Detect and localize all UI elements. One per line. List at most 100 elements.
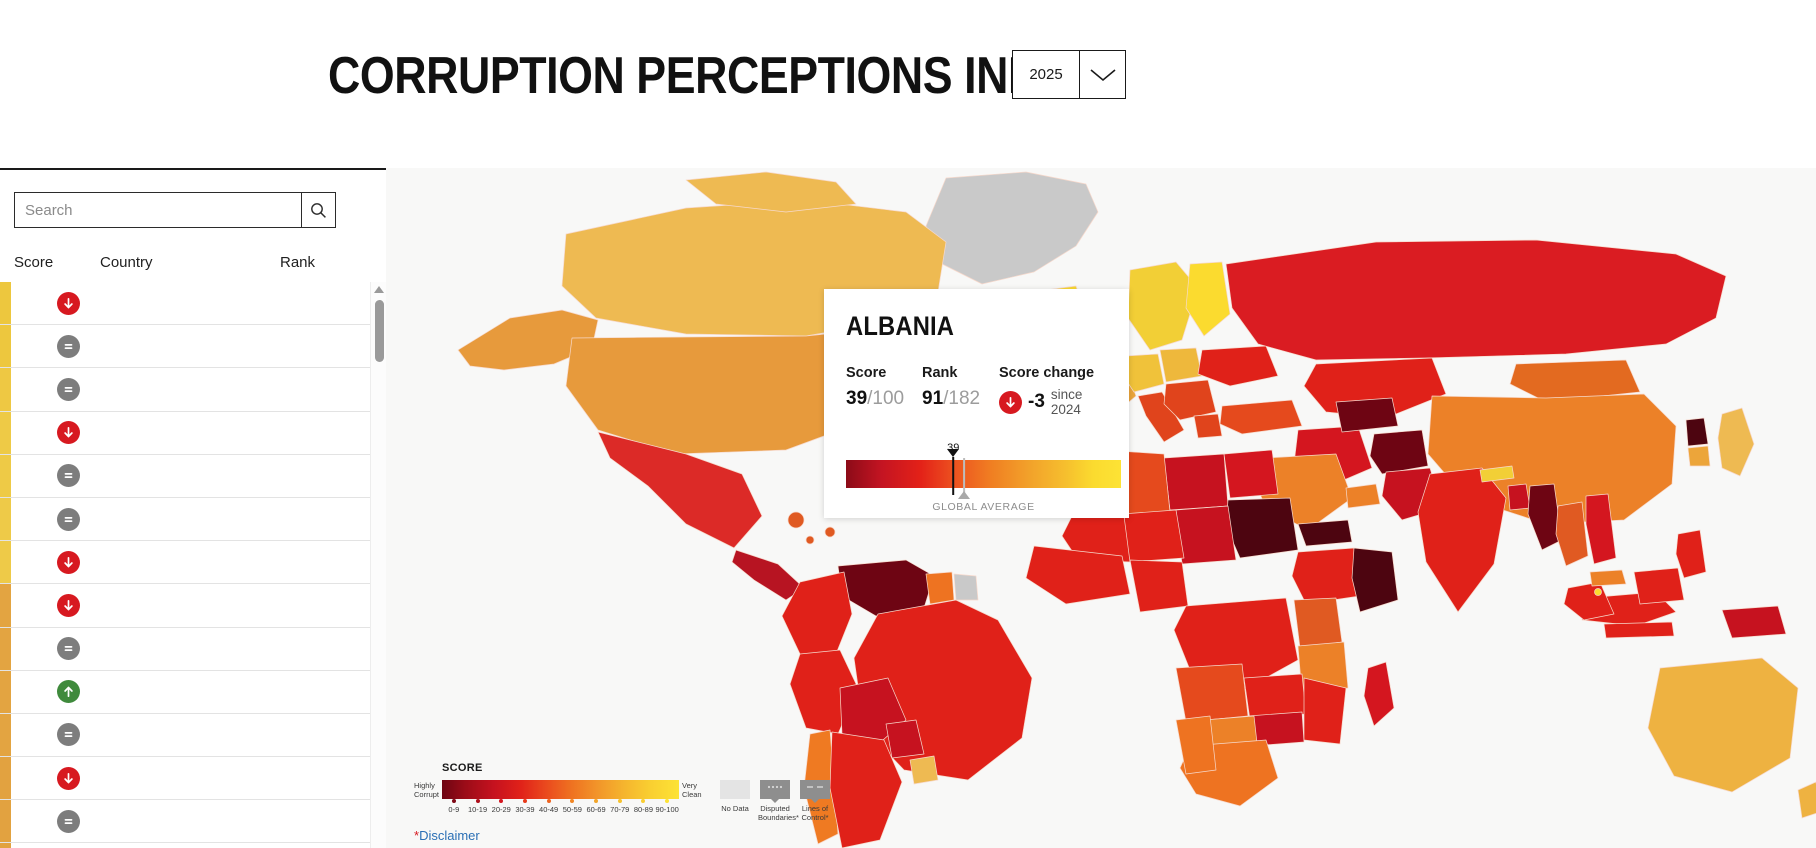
country-ukraine xyxy=(1197,345,1279,387)
search-box[interactable] xyxy=(14,192,336,228)
table-row[interactable] xyxy=(0,368,370,412)
country-thailand xyxy=(1555,501,1589,567)
country-angola xyxy=(1175,663,1249,723)
score-color-bar xyxy=(0,713,11,757)
tooltip-rank-value: 91/182 xyxy=(922,388,999,410)
ranking-table-body[interactable] xyxy=(0,282,386,848)
cell-score xyxy=(0,550,100,574)
tooltip-country-name: ALBANIA xyxy=(846,311,955,341)
country-mozambique xyxy=(1303,677,1347,745)
table-row[interactable] xyxy=(0,713,370,758)
cell-score xyxy=(0,291,100,315)
score-color-bar xyxy=(0,800,11,843)
country-yemen xyxy=(1297,519,1353,547)
legend-swatch-no-data xyxy=(720,780,750,799)
table-row[interactable] xyxy=(0,282,370,326)
legend-bin-label: 30-39 xyxy=(515,805,535,814)
table-row[interactable] xyxy=(0,757,370,801)
year-selected-value: 2025 xyxy=(1029,66,1063,83)
table-row[interactable] xyxy=(0,670,370,714)
legend-extra-no-data: No Data xyxy=(718,780,752,813)
country-malaysia xyxy=(1589,569,1627,587)
country-afghanistan xyxy=(1369,429,1429,475)
country-singapore xyxy=(1594,588,1602,596)
country-central-america xyxy=(731,549,805,601)
country-somalia xyxy=(1351,547,1399,613)
cell-score xyxy=(0,377,100,401)
arrow-down-circle-icon xyxy=(57,550,80,574)
country-west-africa xyxy=(1025,545,1131,605)
country-cuba xyxy=(787,511,805,529)
country-kenya xyxy=(1293,597,1343,649)
country-russia xyxy=(1225,239,1727,361)
legend-bin-label: 0-9 xyxy=(448,805,460,814)
year-select-dropdown[interactable]: 2025 xyxy=(1012,50,1126,99)
score-color-bar xyxy=(0,627,11,670)
legend-extra-disputed: Disputed Boundaries* xyxy=(758,780,799,822)
arrow-up-circle-icon xyxy=(57,680,80,704)
arrow-down-circle-icon xyxy=(57,291,80,315)
country-sumatra xyxy=(1563,581,1615,621)
tooltip-change-value: -3 xyxy=(1028,391,1045,412)
world-choropleth-map[interactable]: SCORE Highly Corrupt 0-9 10-19 20-29 30-39 4… xyxy=(386,168,1816,848)
country-ranking-sidebar: Score Country Rank xyxy=(0,168,386,848)
gauge-caption: GLOBAL AVERAGE xyxy=(932,501,1035,513)
disclaimer-link[interactable]: *Disclaimer xyxy=(414,828,480,843)
gauge-score-line xyxy=(952,457,955,495)
column-header-score[interactable]: Score xyxy=(14,253,54,271)
legend-tick xyxy=(522,799,527,803)
arrow-down-circle-icon xyxy=(57,593,80,617)
map-svg[interactable] xyxy=(386,168,1816,848)
cell-score xyxy=(0,421,100,445)
country-vietnam xyxy=(1585,493,1617,565)
equals-circle-icon xyxy=(57,637,80,661)
legend-swatch-caption: Disputed Boundaries* xyxy=(758,804,799,822)
country-mexico xyxy=(597,431,763,549)
legend-gradient-bar xyxy=(442,780,679,799)
table-row[interactable] xyxy=(0,325,370,369)
table-row[interactable] xyxy=(0,541,370,585)
table-row[interactable] xyxy=(0,454,370,498)
chevron-down-icon[interactable] xyxy=(1079,51,1125,98)
country-north-korea xyxy=(1685,417,1709,447)
disclaimer-star: * xyxy=(414,828,420,843)
column-header-country[interactable]: Country xyxy=(100,253,153,271)
tooltip-change-row: -3 since 2024 xyxy=(999,387,1107,417)
cell-score xyxy=(0,464,100,488)
table-row[interactable] xyxy=(0,584,370,628)
legend-swatch-disputed xyxy=(760,780,790,803)
table-row[interactable] xyxy=(0,411,370,455)
country-canada-arctic xyxy=(685,171,857,213)
gauge-average-line xyxy=(963,458,966,494)
table-row[interactable] xyxy=(0,843,370,848)
table-row[interactable] xyxy=(0,497,370,542)
legend-bin-label: 80-89 xyxy=(633,805,654,814)
sidebar-scrollbar[interactable] xyxy=(370,282,386,848)
country-bangladesh xyxy=(1507,483,1531,511)
equals-circle-icon xyxy=(57,334,80,358)
cell-score xyxy=(0,766,100,790)
country-tooltip-card[interactable]: ALBANIA Score 39/100 Rank 91/182 Score c… xyxy=(824,289,1129,518)
cell-score xyxy=(0,637,100,661)
table-row[interactable] xyxy=(0,627,370,671)
legend-tick xyxy=(475,799,480,803)
search-input[interactable] xyxy=(15,193,301,227)
swatch-tail xyxy=(811,799,819,803)
search-icon[interactable] xyxy=(301,193,335,227)
legend-bin-label: 50-59 xyxy=(562,805,582,814)
tooltip-score-value: 39/100 xyxy=(846,388,922,410)
legend-tick xyxy=(594,799,599,803)
country-haiti xyxy=(824,526,836,538)
equals-circle-icon xyxy=(57,809,80,833)
disclaimer-text[interactable]: Disclaimer xyxy=(419,828,480,843)
country-paraguay xyxy=(885,719,925,759)
gauge-gradient-bar xyxy=(846,460,1121,488)
legend-tick xyxy=(617,799,622,803)
scroll-thumb[interactable] xyxy=(375,300,384,362)
country-french-guiana xyxy=(953,573,979,601)
column-header-rank[interactable]: Rank xyxy=(280,253,316,271)
triangle-up-icon[interactable] xyxy=(374,286,384,293)
legend-bin-label: 60-69 xyxy=(586,805,606,814)
table-row[interactable] xyxy=(0,800,370,844)
